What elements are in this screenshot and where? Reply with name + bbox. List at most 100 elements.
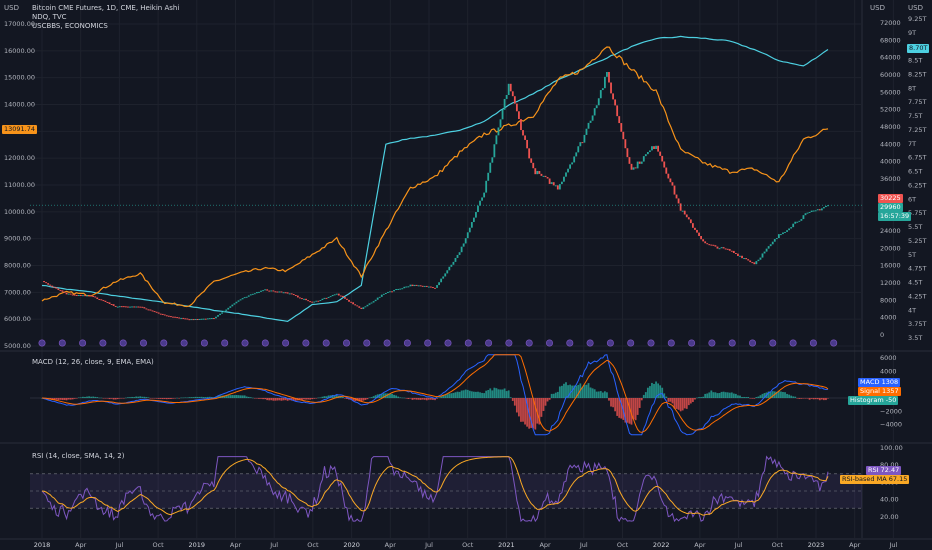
btc-candle (411, 284, 414, 287)
macd-histogram-bar (800, 398, 803, 399)
macd-histogram-bar (810, 398, 813, 399)
btc-candle (215, 316, 217, 319)
macd-histogram-bar (200, 396, 203, 398)
btc-candle (391, 291, 393, 293)
btc-candle (112, 304, 115, 306)
event-marker (545, 339, 553, 347)
rsi-tick-label: 80.00 (880, 461, 899, 469)
macd-histogram-bar (820, 398, 823, 400)
btc-candle (309, 301, 312, 303)
time-tick-label: Jul (579, 541, 588, 549)
btc-candle (649, 150, 651, 153)
btc-candle (501, 109, 504, 120)
btc-candle (640, 161, 643, 164)
macd-tag: MACD 1308 (858, 378, 901, 387)
macd-histogram-bar (556, 391, 559, 398)
legend-uscbbs[interactable]: USCBBS, ECONOMICS (32, 22, 108, 30)
btc-candle (595, 105, 598, 109)
macd-histogram-bar (599, 391, 602, 398)
macd-histogram-bar (565, 382, 567, 398)
btc-candle (294, 295, 297, 297)
btc-candle (522, 130, 524, 136)
macd-histogram-bar (184, 397, 187, 398)
macd-histogram-bar (790, 395, 793, 398)
btc-candle (692, 223, 694, 228)
macd-title[interactable]: MACD (12, 26, close, 9, EMA, EMA) (32, 358, 154, 366)
macd-histogram-bar (270, 398, 273, 401)
btc-candle (409, 284, 412, 287)
macd-histogram-bar (292, 398, 295, 401)
macd-histogram-bar (360, 398, 363, 402)
btc-candle (94, 296, 97, 298)
btc-candle (82, 295, 84, 297)
event-marker (424, 339, 432, 347)
btc-candle (98, 299, 101, 301)
btc-candle (823, 207, 825, 209)
btc-candle (661, 155, 664, 162)
left-tick-label: 10000.00 (4, 208, 35, 216)
ndq-price-tag: 13091.74 (2, 125, 38, 134)
macd-histogram-bar (286, 398, 289, 401)
btc-candle (587, 122, 590, 129)
macd-histogram-bar (153, 398, 156, 399)
btc-candle (301, 298, 303, 300)
macd-histogram-bar (55, 398, 58, 400)
macd-histogram-bar (552, 393, 555, 398)
macd-histogram-bar (608, 398, 610, 401)
macd-histogram-bar (470, 391, 473, 398)
btc-candle (253, 293, 256, 295)
macd-histogram-bar (245, 396, 248, 398)
macd-histogram-bar (472, 391, 475, 398)
macd-histogram-bar (131, 396, 133, 398)
btc-candle (630, 163, 633, 170)
btc-candle (341, 295, 344, 298)
event-marker (322, 339, 330, 347)
macd-histogram-bar (777, 390, 780, 398)
macd-histogram-bar (65, 398, 68, 401)
macd-histogram-bar (477, 391, 479, 398)
btc-candle (88, 295, 90, 297)
btc-candle (182, 317, 185, 319)
btc-candle (470, 222, 473, 228)
macd-histogram-bar (513, 398, 516, 406)
event-marker (647, 339, 655, 347)
btc-candle (741, 255, 743, 259)
btc-candle (642, 156, 645, 162)
btc-candle (276, 291, 279, 293)
macd-histogram-bar (172, 398, 174, 399)
macd-histogram-bar (69, 398, 72, 400)
legend-ndq[interactable]: NDQ, TVC (32, 13, 67, 21)
macd-histogram-bar (626, 398, 629, 423)
rsi-title[interactable]: RSI (14, close, SMA, 14, 2) (32, 452, 125, 460)
macd-histogram-bar (763, 393, 766, 398)
macd-histogram-bar (734, 393, 737, 398)
btc-candle (57, 288, 60, 291)
btc-candle (552, 182, 555, 186)
uscbbs-series-line (41, 35, 829, 323)
right-tick-label: 4000 (880, 314, 897, 322)
legend-main-title[interactable]: Bitcoin CME Futures, 1D, CME, Heikin Ash… (32, 4, 180, 12)
btc-candle (243, 297, 246, 299)
btc-candle (170, 316, 172, 318)
time-tick-label: 2022 (653, 541, 670, 549)
macd-histogram-bar (217, 395, 219, 398)
btc-candle (403, 286, 406, 289)
macd-histogram-bar (194, 396, 197, 398)
right-tick-label: 8000 (880, 296, 897, 304)
macd-histogram-bar (425, 398, 428, 401)
macd-histogram-bar (256, 398, 258, 399)
btc-candle (387, 291, 389, 294)
macd-histogram-bar (597, 391, 600, 398)
btc-candle (208, 318, 211, 320)
macd-histogram-bar (112, 398, 115, 400)
macd-histogram-bar (366, 398, 369, 400)
macd-histogram-bar (620, 398, 623, 419)
macd-histogram-bar (96, 397, 99, 398)
btc-candle (137, 306, 140, 308)
btc-candle (464, 238, 467, 244)
macd-histogram-bar (493, 387, 496, 398)
btc-candle (626, 148, 629, 158)
macd-histogram-bar (391, 393, 393, 398)
btc-candle (360, 307, 363, 310)
